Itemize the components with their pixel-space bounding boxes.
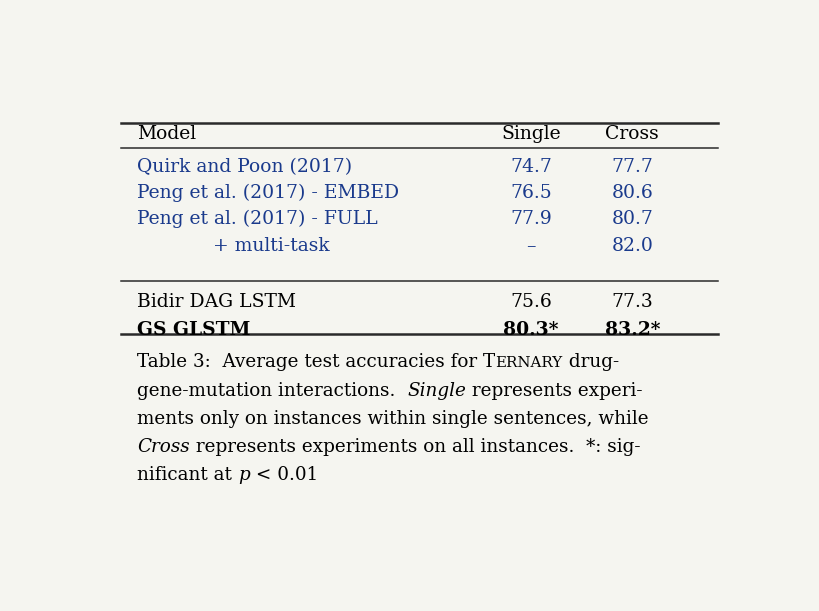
Text: 80.3*: 80.3* [503,321,559,338]
Text: Cross: Cross [605,125,659,142]
Text: 77.7: 77.7 [612,158,654,177]
Text: represents experi-: represents experi- [466,382,643,400]
Text: ERNARY: ERNARY [495,356,563,370]
Text: < 0.01: < 0.01 [250,466,318,485]
Text: T: T [483,353,495,371]
Text: Bidir DAG LSTM: Bidir DAG LSTM [138,293,296,312]
Text: 83.2*: 83.2* [604,321,660,338]
Text: represents experiments on all instances.  *: sig-: represents experiments on all instances.… [190,438,640,456]
Text: Single: Single [407,382,466,400]
Text: + multi-task: + multi-task [214,237,330,255]
Text: 82.0: 82.0 [612,237,654,255]
Text: GS GLSTM: GS GLSTM [138,321,251,338]
Text: nificant at: nificant at [138,466,238,485]
Text: Peng et al. (2017) - FULL: Peng et al. (2017) - FULL [138,210,378,229]
Text: p: p [238,466,250,485]
Text: –: – [526,237,536,255]
Text: Cross: Cross [138,438,190,456]
Text: 80.6: 80.6 [612,185,654,202]
Text: 80.7: 80.7 [612,210,654,228]
Text: 77.9: 77.9 [510,210,552,228]
Text: drug-: drug- [563,353,619,371]
Text: Single: Single [501,125,561,142]
Text: 76.5: 76.5 [510,185,552,202]
Text: 74.7: 74.7 [510,158,552,177]
Text: Table 3:  Average test accuracies for: Table 3: Average test accuracies for [138,353,483,371]
Text: Quirk and Poon (2017): Quirk and Poon (2017) [138,158,352,177]
Text: 75.6: 75.6 [510,293,552,312]
Text: 77.3: 77.3 [612,293,654,312]
Text: gene-mutation interactions.: gene-mutation interactions. [138,382,407,400]
Text: Model: Model [138,125,197,142]
Text: Peng et al. (2017) - EMBED: Peng et al. (2017) - EMBED [138,184,400,202]
Text: ments only on instances within single sentences, while: ments only on instances within single se… [138,410,649,428]
